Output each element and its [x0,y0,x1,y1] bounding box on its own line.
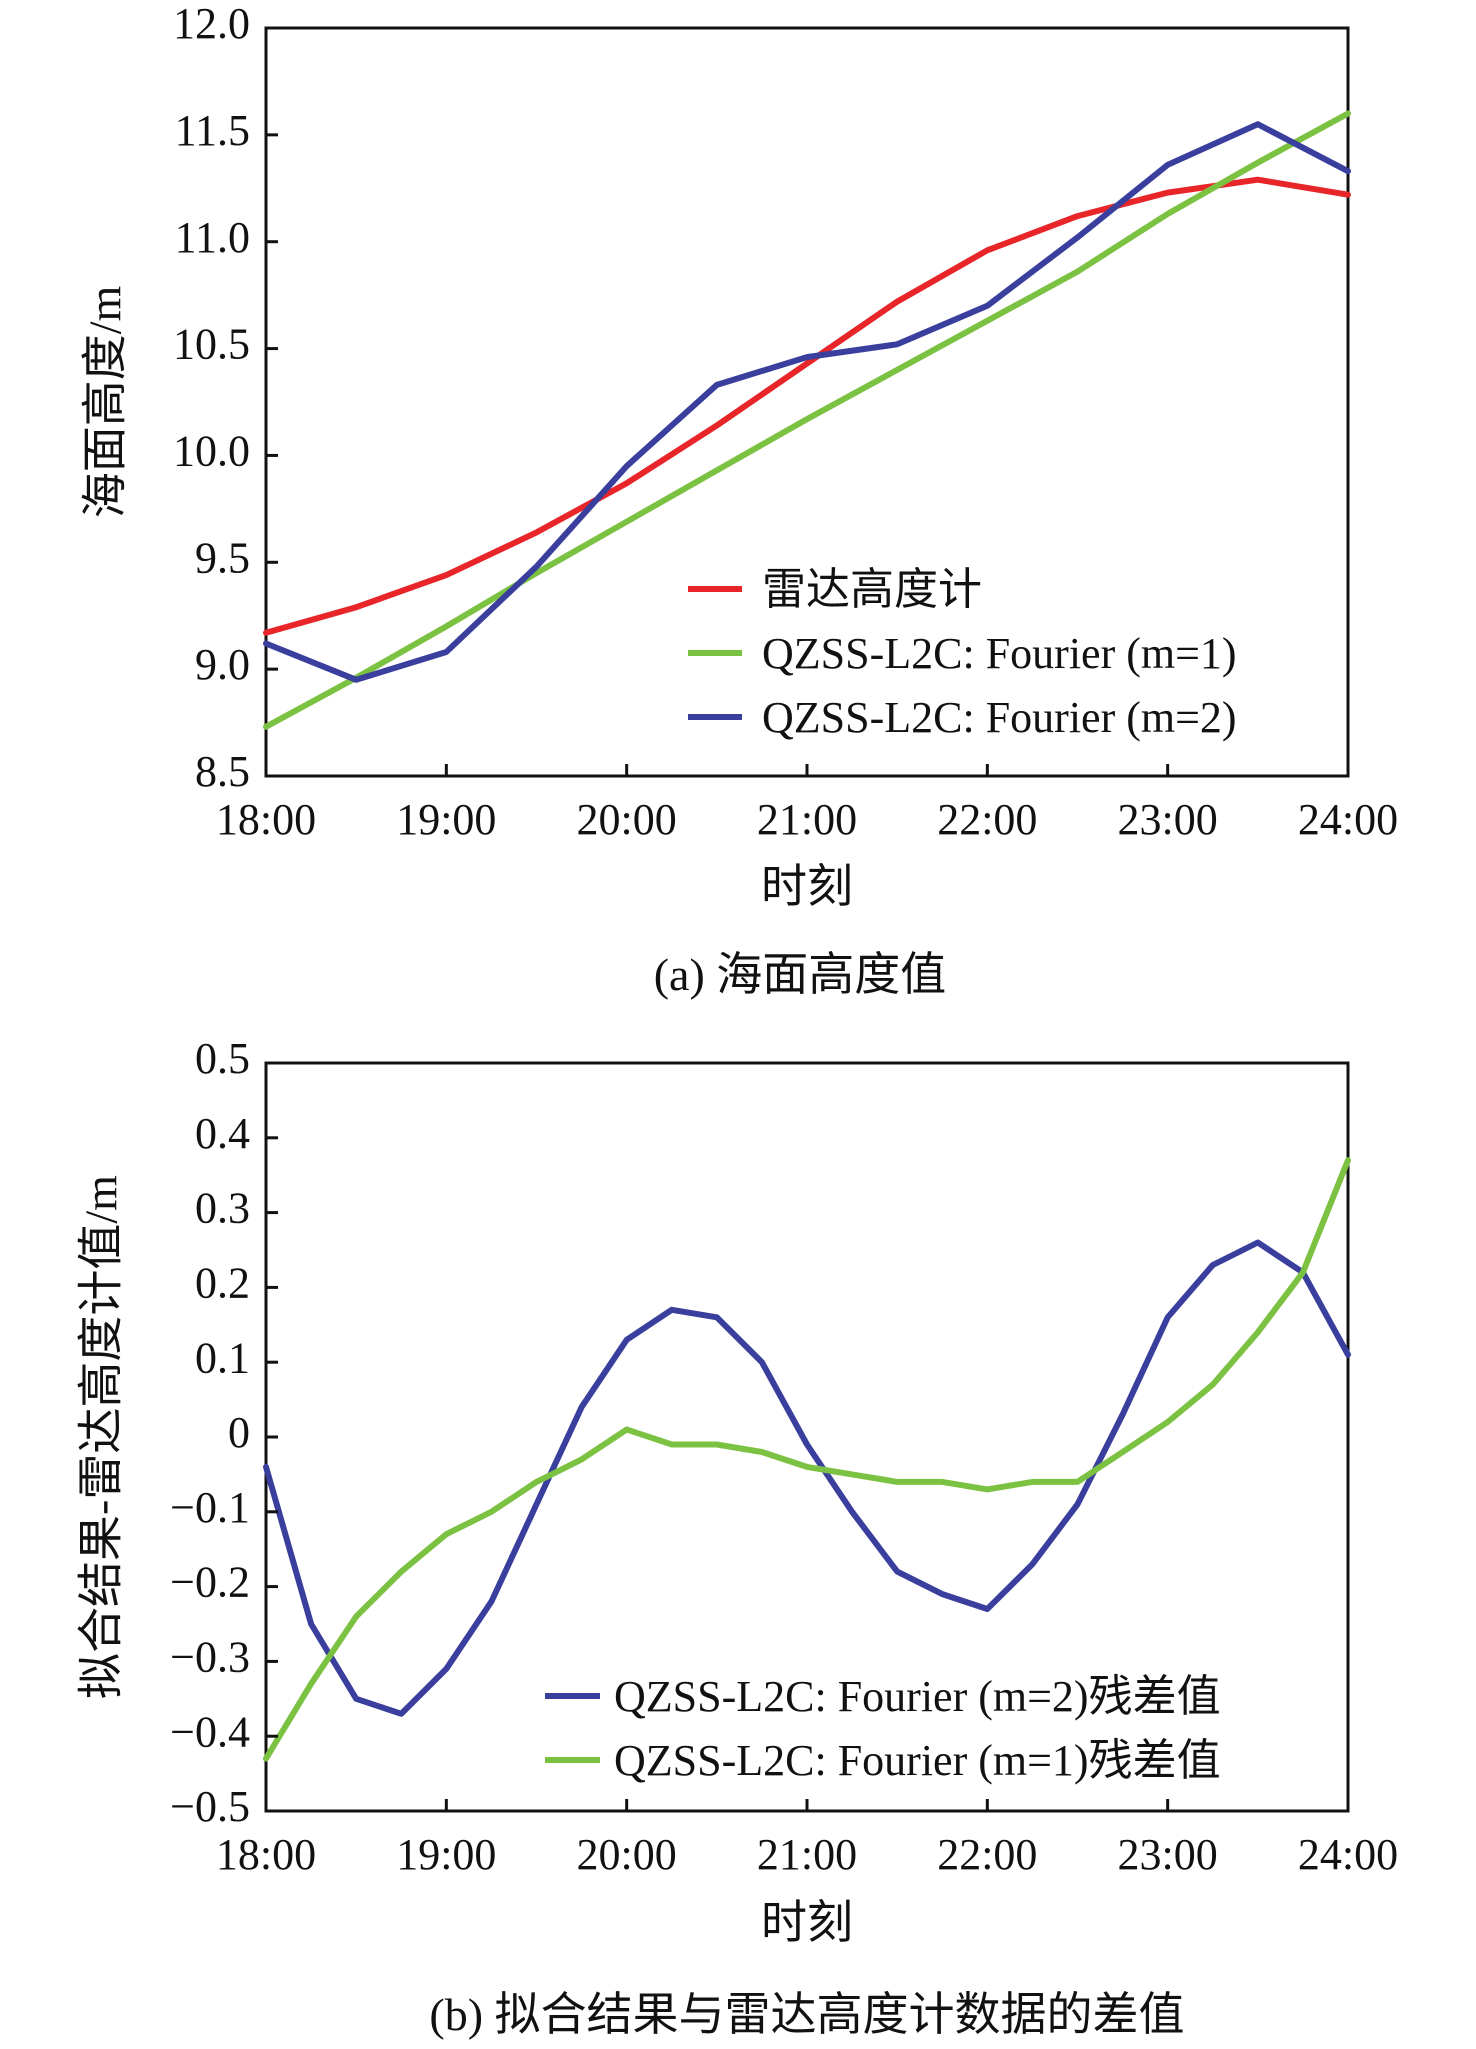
y-tick-label: 8.5 [195,747,250,796]
legend-label: QZSS-L2C: Fourier (m=2) [762,693,1237,742]
x-tick-label: 23:00 [1118,795,1218,844]
legend-item: QZSS-L2C: Fourier (m=2) [688,693,1237,742]
y-tick-label: −0.3 [170,1632,250,1681]
y-tick-label: 0.4 [195,1109,250,1158]
legend: QZSS-L2C: Fourier (m=2)残差值 QZSS-L2C: Fou… [545,1672,1221,1785]
y-axis-ticks: −0.5 −0.4 −0.3 −0.2 −0.1 0 0.1 0.2 0.3 0.4 0.5 [170,1034,278,1831]
legend-item: QZSS-L2C: Fourier (m=1)残差值 [545,1736,1221,1785]
y-tick-label: 12.0 [173,0,250,48]
y-tick-label: −0.4 [170,1707,250,1756]
x-tick-label: 19:00 [396,1830,496,1879]
series-layer [263,110,1351,730]
x-tick-label: 19:00 [396,795,496,844]
x-tick-label: 21:00 [757,1830,857,1879]
y-tick-label: 0.1 [195,1333,250,1382]
series-line [263,121,1351,683]
x-tick-label: 21:00 [757,795,857,844]
x-tick-label: 22:00 [937,1830,1037,1879]
chart-sea-surface-height: 8.5 9.0 9.5 10.0 10.5 11.0 11.5 12.0 18:00 19:00… [80,0,1399,1000]
x-tick-label: 24:00 [1298,795,1398,844]
chart-caption: (a) 海面高度值 [654,949,947,1000]
y-axis-ticks: 8.5 9.0 9.5 10.0 10.5 11.0 11.5 12.0 [173,0,278,796]
legend-item: 雷达高度计 [688,565,982,614]
x-axis-ticks: 18:00 19:00 20:00 21:00 22:00 23:00 24:00 [216,1799,1398,1879]
series-line [263,176,1351,636]
y-tick-label: −0.5 [170,1782,250,1831]
legend-label: 雷达高度计 [762,565,982,614]
chart-fit-residuals: −0.5 −0.4 −0.3 −0.2 −0.1 0 0.1 0.2 0.3 0.4 0.5 18:… [76,1034,1399,2040]
x-axis-ticks: 18:00 19:00 20:00 21:00 22:00 23:00 24:00 [216,764,1398,844]
legend-item: QZSS-L2C: Fourier (m=1) [688,629,1237,678]
series-layer [263,1157,1351,1762]
y-tick-label: 0 [228,1408,250,1457]
legend-label: QZSS-L2C: Fourier (m=1) [762,629,1237,678]
series-line [263,110,1351,730]
y-tick-label: 9.0 [195,640,250,689]
y-tick-label: −0.1 [170,1483,250,1532]
y-tick-label: −0.2 [170,1558,250,1607]
x-tick-label: 20:00 [577,795,677,844]
x-tick-label: 23:00 [1118,1830,1218,1879]
legend-item: QZSS-L2C: Fourier (m=2)残差值 [545,1672,1221,1721]
y-tick-label: 11.0 [175,213,250,262]
legend-label: QZSS-L2C: Fourier (m=1)残差值 [614,1736,1221,1785]
x-tick-label: 18:00 [216,1830,316,1879]
y-tick-label: 10.0 [173,427,250,476]
x-tick-label: 20:00 [577,1830,677,1879]
legend: 雷达高度计 QZSS-L2C: Fourier (m=1) QZSS-L2C: … [688,565,1237,742]
y-axis-title: 海面高度/m [80,286,131,519]
y-axis-title: 拟合结果-雷达高度计值/m [76,1175,127,1699]
y-tick-label: 9.5 [195,533,250,582]
y-tick-label: 11.5 [175,106,250,155]
x-axis-title: 时刻 [761,1897,853,1948]
x-axis-title: 时刻 [761,861,853,912]
x-tick-label: 22:00 [937,795,1037,844]
x-tick-label: 18:00 [216,795,316,844]
legend-label: QZSS-L2C: Fourier (m=2)残差值 [614,1672,1221,1721]
series-line [263,1157,1351,1762]
x-tick-label: 24:00 [1298,1830,1398,1879]
series-line [263,1239,1351,1717]
chart-caption: (b) 拟合结果与雷达高度计数据的差值 [429,1989,1184,2040]
y-tick-label: 0.5 [195,1034,250,1083]
y-tick-label: 0.2 [195,1258,250,1307]
y-tick-label: 10.5 [173,320,250,369]
y-tick-label: 0.3 [195,1184,250,1233]
